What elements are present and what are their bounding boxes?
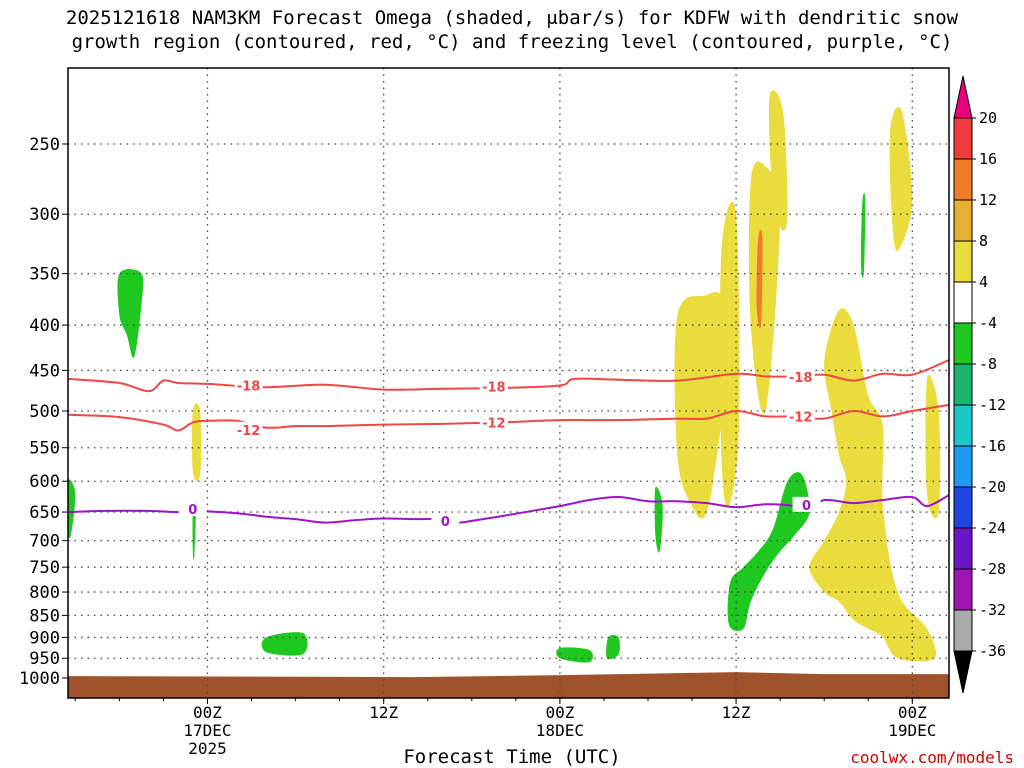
x-tick-label-0-0: 00Z bbox=[193, 703, 222, 722]
x-tick-label-0-2: 2025 bbox=[188, 739, 227, 758]
omega-shaded-region-7 bbox=[727, 472, 810, 632]
colorbar-box-9 bbox=[953, 486, 973, 529]
contour-label-2: -18 bbox=[789, 371, 813, 386]
chart-title-line-1: 2025121618 NAM3KM Forecast Omega (shaded… bbox=[65, 7, 959, 29]
y-tick-label-750: 750 bbox=[29, 558, 60, 578]
omega-shaded-region-17 bbox=[756, 229, 763, 329]
omega-shaded-region-4 bbox=[889, 106, 913, 252]
colorbar-box-12 bbox=[953, 609, 973, 652]
colorbar-label-8: -16 bbox=[979, 437, 1006, 455]
chart-title-line-2: growth region (contoured, red, °C) and f… bbox=[71, 31, 953, 53]
y-tick-label-400: 400 bbox=[29, 316, 60, 336]
y-tick-label-550: 550 bbox=[29, 439, 60, 459]
x-tick-label-0-1: 17DEC bbox=[183, 721, 231, 740]
colorbar-box-2 bbox=[953, 199, 973, 242]
colorbar-box-4 bbox=[953, 281, 973, 324]
plot-frame bbox=[67, 67, 950, 699]
omega-shaded-region-1 bbox=[748, 161, 781, 415]
colorbar-box-5 bbox=[953, 322, 973, 365]
contour-label-8: 0 bbox=[802, 499, 811, 514]
contour-label-bg-7 bbox=[431, 512, 460, 528]
x-tick-label-1-0: 12Z bbox=[369, 703, 398, 722]
colorbar-label-9: -20 bbox=[979, 478, 1006, 496]
y-tick-label-950: 950 bbox=[29, 649, 60, 669]
y-tick-label-1000: 1000 bbox=[19, 669, 60, 689]
contour-label-bg-2 bbox=[786, 369, 815, 385]
omega-shaded-region-3 bbox=[768, 90, 788, 231]
omega-shaded-region-6 bbox=[925, 374, 941, 519]
omega-shaded-region-9 bbox=[68, 479, 76, 539]
contour-line-0 bbox=[68, 494, 949, 524]
y-tick-label-800: 800 bbox=[29, 583, 60, 603]
colorbar-box-11 bbox=[953, 568, 973, 611]
omega-shaded-region-8 bbox=[117, 269, 144, 359]
x-axis-title: Forecast Time (UTC) bbox=[403, 746, 621, 768]
omega-shaded-region-5 bbox=[809, 308, 937, 662]
colorbar-label-12: -32 bbox=[979, 601, 1006, 619]
omega-shaded-region-16 bbox=[860, 192, 866, 278]
contour-label-1: -18 bbox=[482, 380, 506, 395]
omega-shaded-region-10 bbox=[261, 632, 308, 656]
x-tick-label-4-1: 19DEC bbox=[888, 721, 936, 740]
omega-shaded-region-11 bbox=[556, 647, 593, 663]
contour-label-bg-5 bbox=[786, 408, 815, 424]
colorbar-label-5: -4 bbox=[979, 314, 997, 332]
y-tick-label-500: 500 bbox=[29, 402, 60, 422]
omega-shaded-region-15 bbox=[192, 506, 196, 560]
colorbar-top-arrow bbox=[953, 75, 973, 119]
contour-label-5: -12 bbox=[789, 410, 813, 425]
y-tick-label-900: 900 bbox=[29, 628, 60, 648]
colorbar-label-4: 4 bbox=[979, 273, 988, 291]
y-tick-label-600: 600 bbox=[29, 472, 60, 492]
omega-shaded-region-12 bbox=[606, 635, 620, 660]
contour-label-bg-8 bbox=[792, 496, 821, 512]
colorbar-label-6: -8 bbox=[979, 355, 997, 373]
colorbar-label-2: 12 bbox=[979, 191, 997, 209]
colorbar-box-7 bbox=[953, 404, 973, 447]
y-tick-label-250: 250 bbox=[29, 135, 60, 155]
contour-label-7: 0 bbox=[441, 515, 450, 530]
x-tick-label-2-0: 00Z bbox=[545, 703, 574, 722]
colorbar-label-10: -24 bbox=[979, 519, 1006, 537]
contour-line--18 bbox=[68, 359, 949, 393]
contour-label-bg-3 bbox=[234, 421, 263, 437]
y-tick-label-850: 850 bbox=[29, 606, 60, 626]
contour-label-6: 0 bbox=[188, 503, 197, 518]
colorbar-box-10 bbox=[953, 527, 973, 570]
contour-label-bg-1 bbox=[479, 378, 508, 394]
ground-terrain bbox=[68, 672, 949, 698]
y-tick-label-650: 650 bbox=[29, 503, 60, 523]
credit-link[interactable]: coolwx.com/models bbox=[850, 748, 1014, 767]
contour-label-bg-0 bbox=[234, 377, 263, 393]
colorbar-box-0 bbox=[953, 117, 973, 160]
contour-label-3: -12 bbox=[237, 424, 261, 439]
y-tick-label-700: 700 bbox=[29, 532, 60, 552]
omega-shaded-region-13 bbox=[654, 486, 663, 553]
colorbar-box-6 bbox=[953, 363, 973, 406]
y-tick-label-450: 450 bbox=[29, 361, 60, 381]
colorbar-label-1: 16 bbox=[979, 150, 997, 168]
y-tick-label-350: 350 bbox=[29, 265, 60, 285]
colorbar-label-7: -12 bbox=[979, 396, 1006, 414]
colorbar-bottom-arrow bbox=[953, 650, 973, 694]
colorbar-box-3 bbox=[953, 240, 973, 283]
y-tick-label-300: 300 bbox=[29, 205, 60, 225]
colorbar-label-0: 20 bbox=[979, 109, 997, 127]
x-tick-label-3-0: 12Z bbox=[722, 703, 751, 722]
colorbar-box-8 bbox=[953, 445, 973, 488]
contour-label-bg-6 bbox=[178, 501, 207, 517]
contour-label-0: -18 bbox=[237, 380, 261, 395]
colorbar-label-3: 8 bbox=[979, 232, 988, 250]
x-tick-label-2-1: 18DEC bbox=[536, 721, 584, 740]
x-tick-label-4-0: 00Z bbox=[898, 703, 927, 722]
contour-label-4: -12 bbox=[482, 416, 506, 431]
contour-label-bg-4 bbox=[479, 414, 508, 430]
omega-shaded-region-2 bbox=[720, 201, 740, 507]
colorbar-label-13: -36 bbox=[979, 642, 1006, 660]
colorbar-box-1 bbox=[953, 158, 973, 201]
colorbar-label-11: -28 bbox=[979, 560, 1006, 578]
omega-shaded-region-14 bbox=[191, 403, 202, 482]
